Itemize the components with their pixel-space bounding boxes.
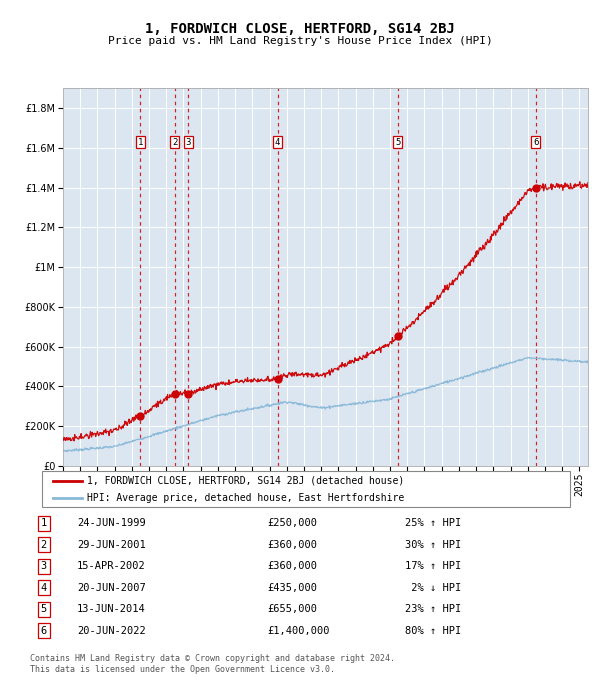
Text: 6: 6 — [41, 626, 47, 636]
Text: 30% ↑ HPI: 30% ↑ HPI — [406, 540, 461, 549]
Text: 4: 4 — [41, 583, 47, 593]
Text: £435,000: £435,000 — [268, 583, 317, 593]
Text: 4: 4 — [275, 137, 280, 146]
Text: £250,000: £250,000 — [268, 518, 317, 528]
Text: 2: 2 — [41, 540, 47, 549]
Text: 29-JUN-2001: 29-JUN-2001 — [77, 540, 146, 549]
Text: 2: 2 — [172, 137, 178, 146]
FancyBboxPatch shape — [42, 471, 570, 507]
Text: 3: 3 — [186, 137, 191, 146]
Text: 5: 5 — [395, 137, 400, 146]
Text: 80% ↑ HPI: 80% ↑ HPI — [406, 626, 461, 636]
Text: 17% ↑ HPI: 17% ↑ HPI — [406, 561, 461, 571]
Text: £1,400,000: £1,400,000 — [268, 626, 330, 636]
Text: 15-APR-2002: 15-APR-2002 — [77, 561, 146, 571]
Text: 23% ↑ HPI: 23% ↑ HPI — [406, 605, 461, 614]
Text: 1: 1 — [137, 137, 143, 146]
Text: 3: 3 — [41, 561, 47, 571]
Text: £360,000: £360,000 — [268, 561, 317, 571]
Text: 20-JUN-2007: 20-JUN-2007 — [77, 583, 146, 593]
Text: 24-JUN-1999: 24-JUN-1999 — [77, 518, 146, 528]
Text: 6: 6 — [533, 137, 539, 146]
Text: 25% ↑ HPI: 25% ↑ HPI — [406, 518, 461, 528]
Text: Price paid vs. HM Land Registry's House Price Index (HPI): Price paid vs. HM Land Registry's House … — [107, 36, 493, 46]
Text: Contains HM Land Registry data © Crown copyright and database right 2024.: Contains HM Land Registry data © Crown c… — [30, 654, 395, 663]
Text: HPI: Average price, detached house, East Hertfordshire: HPI: Average price, detached house, East… — [87, 493, 404, 503]
Text: 1, FORDWICH CLOSE, HERTFORD, SG14 2BJ (detached house): 1, FORDWICH CLOSE, HERTFORD, SG14 2BJ (d… — [87, 476, 404, 486]
Text: 1: 1 — [41, 518, 47, 528]
Text: £360,000: £360,000 — [268, 540, 317, 549]
Text: 2% ↓ HPI: 2% ↓ HPI — [406, 583, 461, 593]
Text: 20-JUN-2022: 20-JUN-2022 — [77, 626, 146, 636]
Text: This data is licensed under the Open Government Licence v3.0.: This data is licensed under the Open Gov… — [30, 665, 335, 674]
Text: 13-JUN-2014: 13-JUN-2014 — [77, 605, 146, 614]
Text: 1, FORDWICH CLOSE, HERTFORD, SG14 2BJ: 1, FORDWICH CLOSE, HERTFORD, SG14 2BJ — [145, 22, 455, 35]
Text: 5: 5 — [41, 605, 47, 614]
Text: £655,000: £655,000 — [268, 605, 317, 614]
